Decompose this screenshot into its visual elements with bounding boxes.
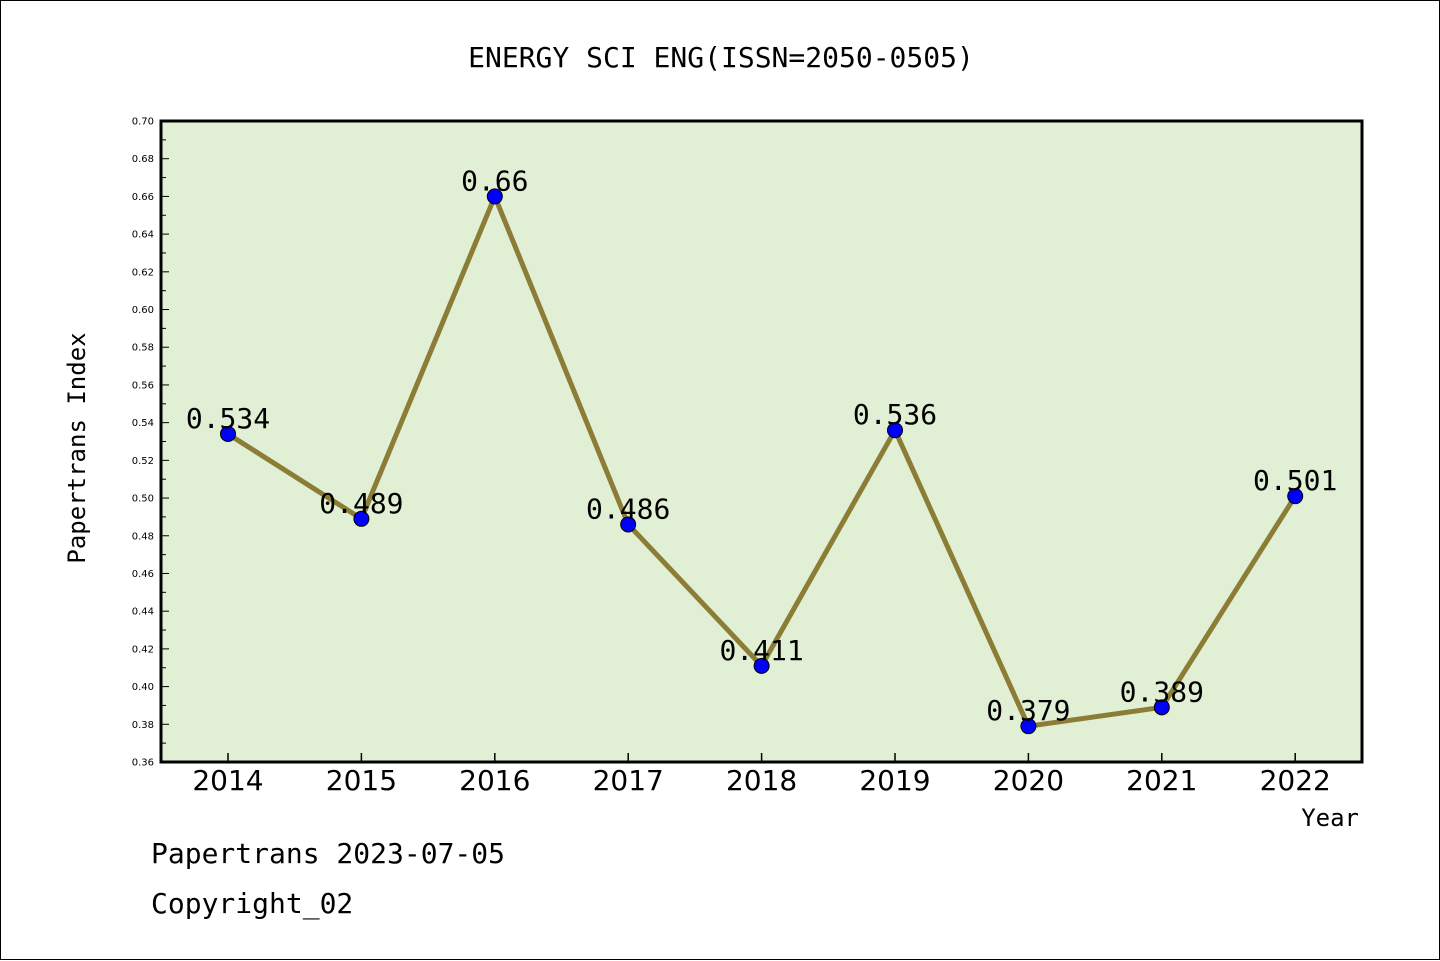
y-tick-label: 0.38 — [132, 720, 154, 731]
y-tick-label: 0.52 — [132, 456, 154, 467]
x-tick-label: 2015 — [326, 764, 397, 797]
x-axis-label: Year — [1301, 804, 1359, 832]
data-label: 0.66 — [461, 164, 528, 197]
data-label: 0.379 — [986, 694, 1070, 727]
y-tick-label: 0.70 — [132, 117, 154, 128]
data-label: 0.534 — [186, 402, 270, 435]
data-point — [887, 422, 903, 439]
x-tick-label: 2020 — [993, 764, 1064, 797]
x-tick-label: 2017 — [593, 764, 664, 797]
x-tick-label: 2021 — [1126, 764, 1197, 797]
data-label: 0.501 — [1253, 464, 1337, 497]
plot-area — [159, 119, 1364, 764]
x-tick-label: 2014 — [192, 764, 263, 797]
data-label: 0.411 — [719, 634, 803, 667]
data-point — [220, 425, 236, 442]
data-point — [1020, 718, 1037, 735]
y-tick-label: 0.36 — [132, 758, 154, 769]
y-tick-label: 0.40 — [132, 682, 154, 693]
x-tick-label: 2019 — [859, 764, 930, 797]
footer-date: Papertrans 2023-07-05 — [151, 837, 506, 870]
y-tick-label: 0.54 — [132, 418, 154, 429]
series-markers — [220, 188, 1304, 735]
y-tick-label: 0.64 — [132, 230, 154, 241]
y-tick-label: 0.50 — [132, 494, 154, 505]
data-point — [753, 657, 770, 674]
x-tick-label: 2022 — [1260, 764, 1331, 797]
y-tick-label: 0.66 — [132, 192, 154, 203]
x-tick-label: 2016 — [459, 764, 530, 797]
y-axis-label: Papertrans Index — [63, 332, 91, 563]
chart-title: ENERGY SCI ENG(ISSN=2050-0505) — [468, 41, 974, 74]
data-label: 0.489 — [319, 487, 403, 520]
data-labels: 0.534 0.489 0.66 0.486 0.411 0.536 0.379 0.389 0… — [186, 164, 1337, 727]
y-tick-label: 0.48 — [132, 531, 154, 542]
y-tick-label: 0.42 — [132, 644, 154, 655]
y-tick-label: 0.44 — [132, 607, 154, 618]
x-axis: 2014 2015 2016 2017 2018 2019 2020 2021 2022 — [192, 753, 1331, 797]
y-tick-label: 0.68 — [132, 154, 154, 165]
data-label: 0.486 — [586, 492, 670, 525]
data-point — [486, 188, 503, 205]
y-tick-label: 0.56 — [132, 380, 154, 391]
y-tick-label: 0.58 — [132, 343, 154, 354]
data-point — [1287, 488, 1304, 505]
data-label: 0.389 — [1120, 675, 1204, 708]
y-tick-label: 0.60 — [132, 305, 154, 316]
data-point — [1153, 699, 1170, 716]
x-tick-label: 2018 — [726, 764, 797, 797]
footer-copyright: Copyright_02 — [151, 887, 354, 920]
data-point — [353, 510, 370, 527]
y-axis: 0.36 0.38 0.40 0.42 0.44 0.46 0.48 0.50 0.52 0.54… — [132, 117, 169, 769]
data-label: 0.536 — [853, 398, 937, 431]
data-point — [620, 516, 637, 533]
y-tick-label: 0.62 — [132, 267, 154, 278]
y-tick-label: 0.46 — [132, 569, 154, 580]
